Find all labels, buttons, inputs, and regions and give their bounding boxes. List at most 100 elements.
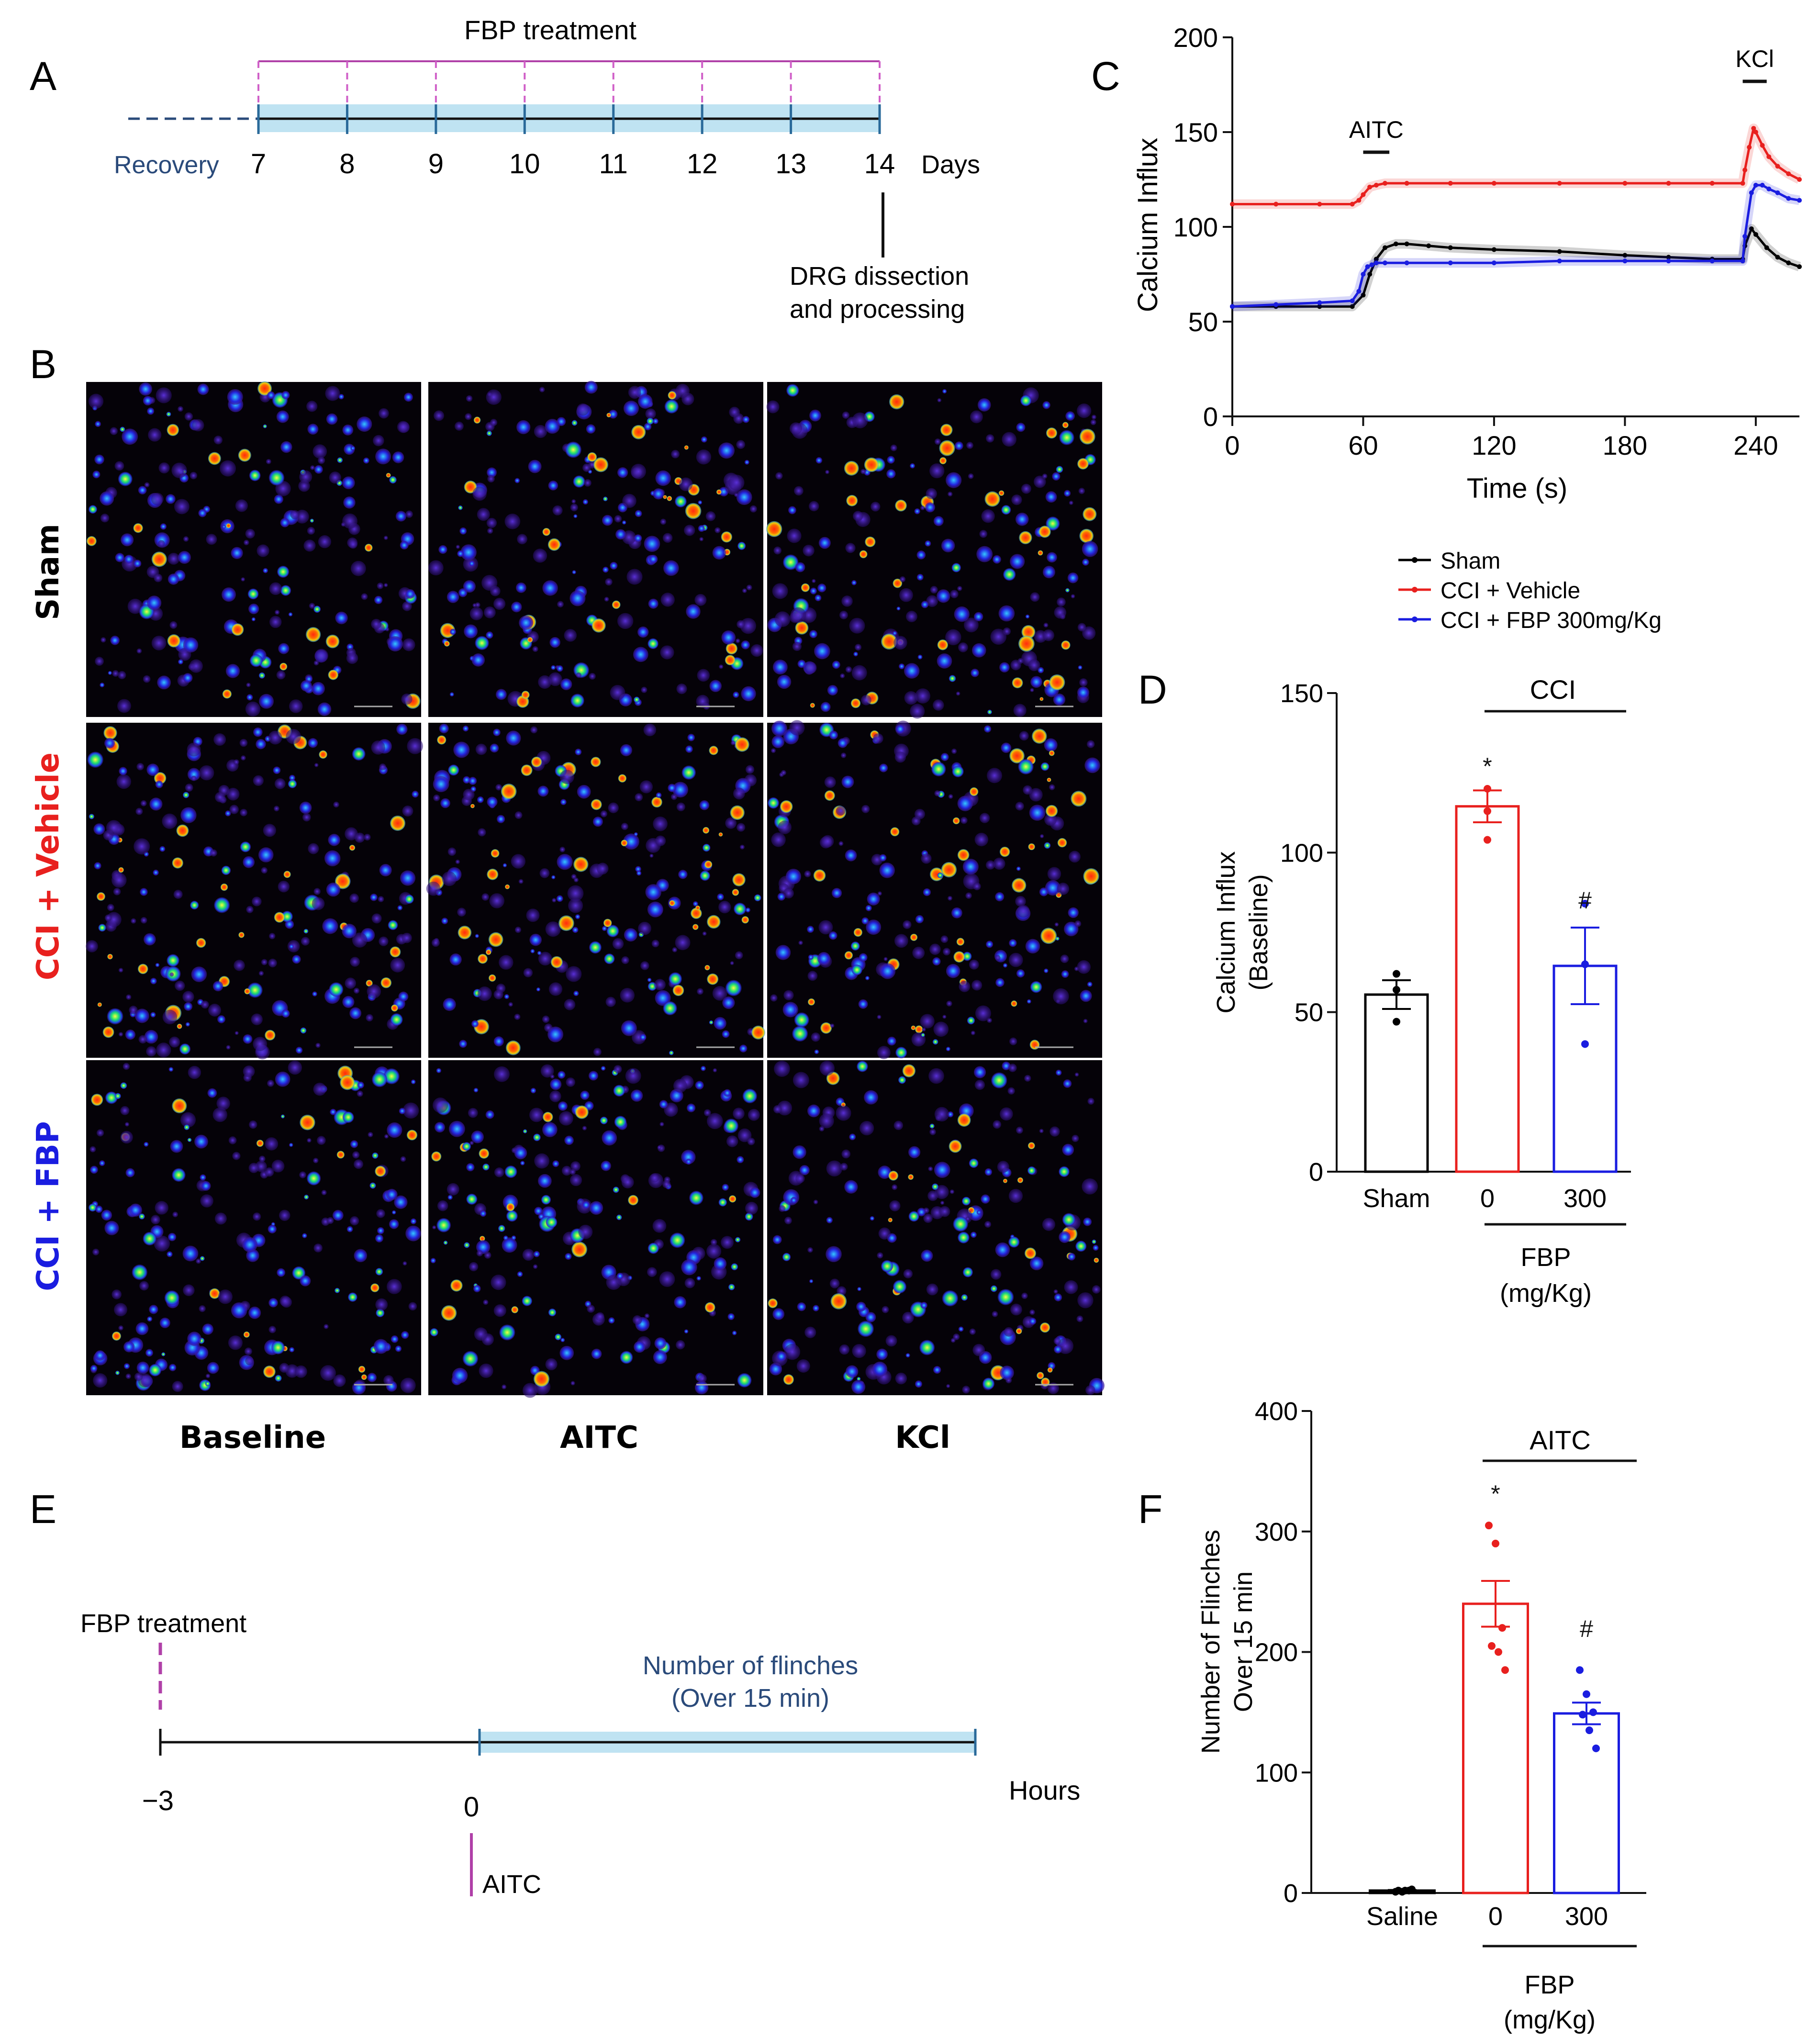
neuron-cell	[143, 675, 151, 683]
neuron-cell	[969, 1328, 976, 1335]
neuron-cell	[342, 425, 354, 436]
neuron-cell	[395, 511, 407, 522]
neuron-cell	[212, 981, 223, 992]
neuron-cell	[485, 1110, 494, 1119]
neuron-cell	[1016, 905, 1030, 918]
neuron-cell	[634, 534, 642, 542]
neuron-cell	[149, 1364, 162, 1377]
chart-c-y-tick-label: 200	[1173, 22, 1218, 53]
neuron-cell	[895, 724, 905, 734]
neuron-cell	[542, 1122, 558, 1137]
neuron-cell	[733, 787, 745, 800]
neuron-cell	[504, 514, 521, 529]
neuron-cell	[660, 593, 675, 607]
chart-c-data-point	[1786, 260, 1791, 266]
neuron-cell	[732, 1331, 737, 1335]
neuron-cell	[614, 1065, 622, 1074]
neuron-cell	[108, 671, 112, 675]
neuron-cell	[999, 662, 1010, 673]
neuron-cell	[621, 1176, 634, 1189]
neuron-cell	[268, 1326, 276, 1333]
neuron-cell	[766, 521, 782, 537]
neuron-cell	[372, 1072, 388, 1087]
neuron-cell	[367, 984, 381, 999]
chart-f-data-point	[1583, 1690, 1590, 1698]
neuron-cell	[569, 590, 586, 606]
neuron-cell	[561, 1165, 572, 1176]
neuron-cell	[566, 1077, 575, 1087]
neuron-cell	[910, 463, 915, 469]
neuron-cell	[486, 949, 491, 955]
neuron-cell	[155, 780, 163, 788]
neuron-cell	[96, 1129, 104, 1137]
neuron-cell	[731, 1263, 738, 1271]
neuron-cell	[248, 1306, 261, 1319]
neuron-cell	[733, 1108, 745, 1120]
neuron-cell	[484, 606, 496, 618]
neuron-cell	[253, 1037, 268, 1051]
chart-c-series-band	[1232, 224, 1801, 312]
neuron-cell	[407, 738, 424, 754]
neuron-cell	[1009, 939, 1017, 947]
neuron-cell	[588, 1071, 598, 1081]
neuron-cell	[1003, 963, 1008, 968]
neuron-cell	[783, 1374, 794, 1385]
chart-f-data-point	[1589, 1708, 1597, 1716]
neuron-cell	[789, 422, 802, 435]
neuron-cell	[488, 974, 496, 982]
neuron-cell	[685, 503, 702, 519]
neuron-cell	[1061, 970, 1069, 978]
neuron-cell	[112, 1289, 122, 1299]
neuron-cell	[246, 694, 253, 701]
neuron-cell	[151, 493, 164, 505]
chart-c-data-point	[1361, 272, 1366, 277]
neuron-cell	[259, 694, 274, 709]
neuron-cell	[440, 798, 450, 808]
neuron-cell	[549, 637, 560, 648]
neuron-cell	[926, 595, 938, 607]
neuron-cell	[217, 1015, 225, 1024]
neuron-cell	[576, 672, 581, 678]
chart-c-data-point	[1383, 260, 1388, 266]
neuron-cell	[745, 907, 750, 913]
neuron-cell	[877, 1046, 891, 1060]
neuron-cell	[149, 1305, 158, 1314]
neuron-cell	[345, 977, 357, 989]
neuron-cell	[447, 1183, 459, 1196]
neuron-cell	[958, 1326, 964, 1332]
neuron-cell	[1065, 588, 1070, 593]
neuron-cell	[645, 408, 656, 419]
neuron-cell	[313, 444, 327, 459]
neuron-cell	[308, 843, 319, 854]
neuron-cell	[144, 1142, 149, 1147]
neuron-cell	[651, 940, 659, 948]
neuron-cell	[824, 790, 835, 801]
neuron-cell	[505, 884, 510, 889]
imaging-tile-r2-c2	[426, 723, 765, 1058]
neuron-cell	[940, 424, 953, 437]
neuron-cell	[861, 805, 870, 813]
neuron-cell	[88, 393, 104, 409]
neuron-cell	[546, 1216, 558, 1228]
neuron-cell	[772, 1308, 785, 1320]
neuron-cell	[528, 459, 542, 473]
neuron-cell	[1047, 1367, 1053, 1373]
neuron-cell	[895, 499, 907, 512]
neuron-cell	[659, 1122, 664, 1127]
neuron-cell	[213, 436, 223, 445]
neuron-cell	[134, 838, 150, 855]
column-label-aitc: AITC	[560, 1420, 638, 1456]
neuron-cell	[596, 862, 609, 875]
neuron-cell	[1012, 677, 1023, 689]
neuron-cell	[861, 917, 869, 925]
neuron-cell	[326, 413, 338, 425]
neuron-cell	[560, 1338, 565, 1343]
neuron-cell	[1030, 676, 1042, 688]
neuron-cell	[428, 560, 444, 576]
neuron-cell	[865, 905, 872, 911]
neuron-cell	[723, 1089, 731, 1097]
neuron-cell	[702, 931, 707, 936]
chart-f-category-label: Saline	[1366, 1902, 1438, 1931]
neuron-cell	[1083, 1019, 1088, 1023]
